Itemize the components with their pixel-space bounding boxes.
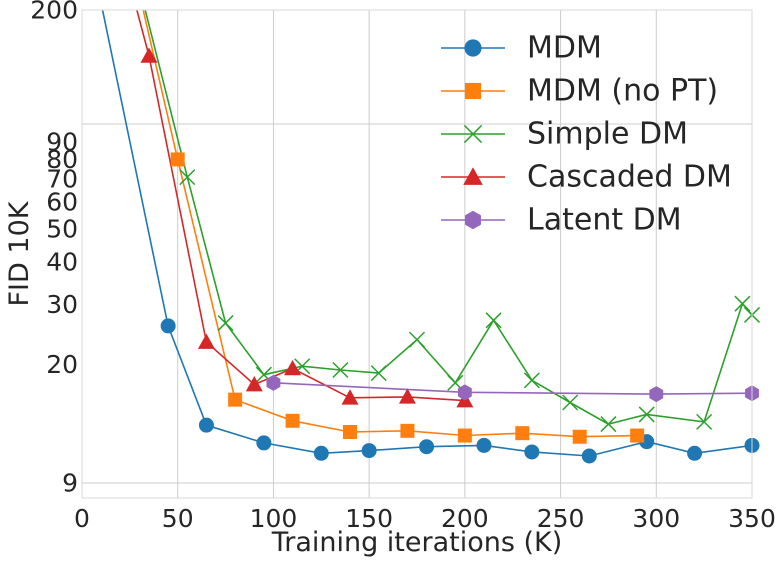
data-point-mdm-no-pt <box>170 152 185 167</box>
data-point-mdm <box>419 439 435 455</box>
data-point-simple-dm <box>696 413 713 430</box>
data-point-mdm <box>687 445 703 461</box>
data-point-cascaded-dm <box>398 388 416 404</box>
data-point-simple-dm <box>734 295 751 312</box>
x-tick-label: 50 <box>162 504 194 533</box>
legend-label-simple-dm: Simple DM <box>527 117 688 152</box>
y-tick-label: 20 <box>46 350 78 379</box>
x-tick-label: 350 <box>728 504 776 533</box>
data-point-latent-dm <box>266 374 281 391</box>
data-point-mdm-no-pt <box>457 428 472 443</box>
data-point-simple-dm <box>638 406 655 423</box>
x-tick-label: 250 <box>537 504 585 533</box>
data-point-simple-dm <box>485 312 502 329</box>
data-point-latent-dm <box>649 386 664 403</box>
legend-marker-mdm <box>464 39 482 57</box>
data-point-cascaded-dm <box>140 47 158 63</box>
series-line-mdm-no-pt <box>142 10 638 438</box>
data-point-cascaded-dm <box>197 333 215 349</box>
y-tick-label: 9 <box>62 469 78 498</box>
data-point-mdm-no-pt <box>515 426 530 441</box>
data-point-simple-dm <box>600 416 617 433</box>
legend-label-mdm: MDM <box>527 31 602 66</box>
x-tick-label: 200 <box>441 504 489 533</box>
legend-label-latent-dm: Latent DM <box>527 203 682 238</box>
y-tick-label: 90 <box>46 128 78 157</box>
legend-marker-cascaded-dm <box>463 167 483 185</box>
legend-marker-latent-dm <box>465 210 481 230</box>
data-point-mdm-no-pt <box>228 392 243 407</box>
x-tick-label: 100 <box>250 504 298 533</box>
data-point-mdm <box>198 417 214 433</box>
data-point-mdm <box>160 318 176 334</box>
x-tick-label: 0 <box>74 504 90 533</box>
plot-frame <box>81 9 753 499</box>
data-point-cascaded-dm <box>284 359 302 376</box>
legend-label-mdm-no-pt: MDM (no PT) <box>527 74 718 109</box>
y-tick-label: 80 <box>46 145 78 174</box>
data-point-simple-dm <box>523 372 540 389</box>
y-tick-label: 40 <box>46 248 78 277</box>
y-tick-label: 50 <box>46 215 78 244</box>
data-point-simple-dm <box>370 365 387 382</box>
data-point-mdm <box>524 444 540 460</box>
data-point-mdm <box>313 445 329 461</box>
legend-label-cascaded-dm: Cascaded DM <box>527 160 732 195</box>
y-tick-label: 60 <box>46 188 78 217</box>
data-point-mdm <box>256 435 272 451</box>
data-point-mdm <box>476 437 492 453</box>
data-point-simple-dm <box>179 169 196 186</box>
markers <box>140 47 761 464</box>
data-point-mdm-no-pt <box>400 423 415 438</box>
data-point-mdm <box>581 448 597 464</box>
x-axis-label: Training iterations (K) <box>271 527 563 558</box>
data-point-latent-dm <box>457 384 472 401</box>
data-point-simple-dm <box>562 394 579 411</box>
y-tick-label: 30 <box>46 290 78 319</box>
data-point-mdm-no-pt <box>343 424 357 439</box>
data-point-simple-dm <box>332 361 349 379</box>
data-point-cascaded-dm <box>245 376 263 392</box>
x-tick-label: 300 <box>632 504 680 533</box>
x-tick-label: 150 <box>345 504 393 533</box>
data-point-cascaded-dm <box>341 389 359 405</box>
y-tick-label: 70 <box>46 165 78 194</box>
y-tick-label: 200 <box>30 0 78 25</box>
data-point-mdm <box>361 443 377 459</box>
data-point-mdm-no-pt <box>630 428 645 443</box>
legend-marker-simple-dm <box>463 124 483 144</box>
y-axis-label: FID 10K <box>4 200 35 306</box>
data-point-mdm-no-pt <box>285 413 300 428</box>
data-point-simple-dm <box>217 315 234 332</box>
legend-marker-mdm-no-pt <box>464 82 482 100</box>
tick-labels: 0 50 100 150 200 250 300 3509203040506070809020… <box>30 0 776 533</box>
data-point-mdm-no-pt <box>572 429 587 444</box>
legend: MDM MDM (no PT) Simple DM Cascaded DM Latent… <box>441 31 732 238</box>
series-line-latent-dm <box>273 382 752 395</box>
data-point-simple-dm <box>408 331 426 348</box>
